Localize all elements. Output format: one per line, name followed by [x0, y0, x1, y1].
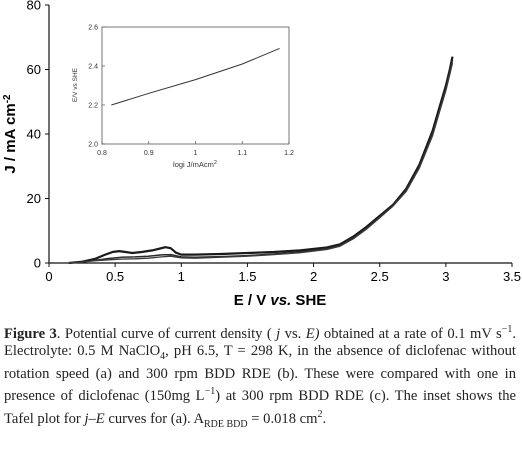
caption-period: . — [322, 410, 327, 427]
y-axis-label: J / mA cm-2 — [2, 94, 19, 174]
caption-p7: curves for (a). A — [104, 410, 204, 427]
inset-x-label: logi J/mAcm2 — [173, 160, 217, 169]
x-axis-label-she: SHE — [291, 292, 326, 309]
x-tick-label: 1 — [178, 269, 185, 284]
caption-p5: , pH 6.5, T = 298 K, in the absence of d… — [4, 343, 516, 405]
inset-y-label: E/V vs SHE — [72, 67, 79, 102]
caption-j: j — [271, 325, 281, 342]
inset-y-tick-label: 2.2 — [88, 103, 98, 110]
inset-x-tick-label: 1.2 — [284, 150, 294, 157]
y-tick-label: 60 — [27, 62, 41, 77]
inset-y-tick-label: 2.0 — [88, 142, 98, 149]
main-axes: 0 0.5 1 1.5 2 2.5 3 3.5 0 20 40 60 80 E / V vs. SHE… — [2, 0, 521, 309]
y-tick-label: 80 — [27, 0, 41, 13]
caption-sub-rde: RDE BDD — [204, 418, 248, 430]
x-tick-label: 3.5 — [503, 269, 521, 284]
y-tick-label: 40 — [27, 127, 41, 142]
x-tick-label: 0.5 — [106, 269, 124, 284]
inset-x-tick-label: 0.8 — [97, 150, 107, 157]
x-tick-label: 2.5 — [371, 269, 389, 284]
x-ticks: 0 0.5 1 1.5 2 2.5 3 3.5 — [45, 263, 521, 284]
inset-chart: 0.8 0.9 1 1.1 1.2 2.02.22.42.6 logi J/mAcm2 … — [72, 25, 294, 170]
x-tick-label: 1.5 — [238, 269, 256, 284]
x-tick-label: 0 — [45, 269, 52, 284]
caption-p1: . Potential curve of current density ( — [56, 325, 272, 342]
x-tick-label: 2 — [310, 269, 317, 284]
inset-series-line — [111, 47, 280, 106]
figure: 0 0.5 1 1.5 2 2.5 3 3.5 0 20 40 60 80 E / V vs. SHE… — [2, 0, 521, 309]
caption-sub4: 4 — [160, 351, 166, 363]
caption-p8: = 0.018 cm — [247, 410, 318, 427]
caption-p3: obtained at a rate of 0.1 mV s — [319, 325, 502, 342]
inset-series — [111, 47, 280, 106]
inset-x-tick-label: 1 — [194, 150, 198, 157]
inset-x-tick-label: 1.1 — [237, 150, 247, 157]
inset-y-tick-label: 2.6 — [88, 25, 98, 32]
caption-sup-2: 2 — [317, 408, 323, 420]
main-series — [68, 56, 454, 265]
series-line-1 — [68, 56, 454, 265]
x-axis-label: E / V vs. SHE — [234, 292, 327, 309]
inset-y-ticks: 2.0 2.2 2.4 2.6 — [88, 25, 105, 149]
caption-p4: . Electrolyte: 0.5 M NaClO — [4, 325, 517, 360]
y-ticks: 0 20 40 60 80 — [27, 0, 49, 271]
inset-y-tick-label: 2.4 — [88, 64, 98, 71]
y-tick-label: 0 — [34, 256, 41, 271]
caption-label: Figure 3 — [4, 325, 57, 342]
caption-je: j–E — [84, 410, 105, 427]
y-tick-label: 20 — [27, 191, 41, 206]
x-axis-label-e: E / V — [234, 292, 271, 309]
inset-x-tick-label: 0.9 — [144, 150, 154, 157]
caption-p2: vs. — [280, 325, 306, 342]
x-tick-label: 3 — [442, 269, 449, 284]
figure-caption: Figure 3. Potential curve of current den… — [4, 321, 516, 433]
caption-e: E) — [305, 325, 320, 342]
x-axis-label-vs: vs. — [270, 292, 291, 309]
caption-p6: ) at 300 rpm BDD RDE (c). The inset show… — [4, 388, 516, 427]
caption-sup-m1: −1 — [501, 324, 513, 335]
inset-x-ticks: 0.8 0.9 1 1.1 1.2 — [97, 141, 294, 157]
inset-frame — [101, 26, 290, 145]
series-line-3 — [68, 62, 454, 264]
caption-sup-m1b: −1 — [204, 386, 216, 398]
